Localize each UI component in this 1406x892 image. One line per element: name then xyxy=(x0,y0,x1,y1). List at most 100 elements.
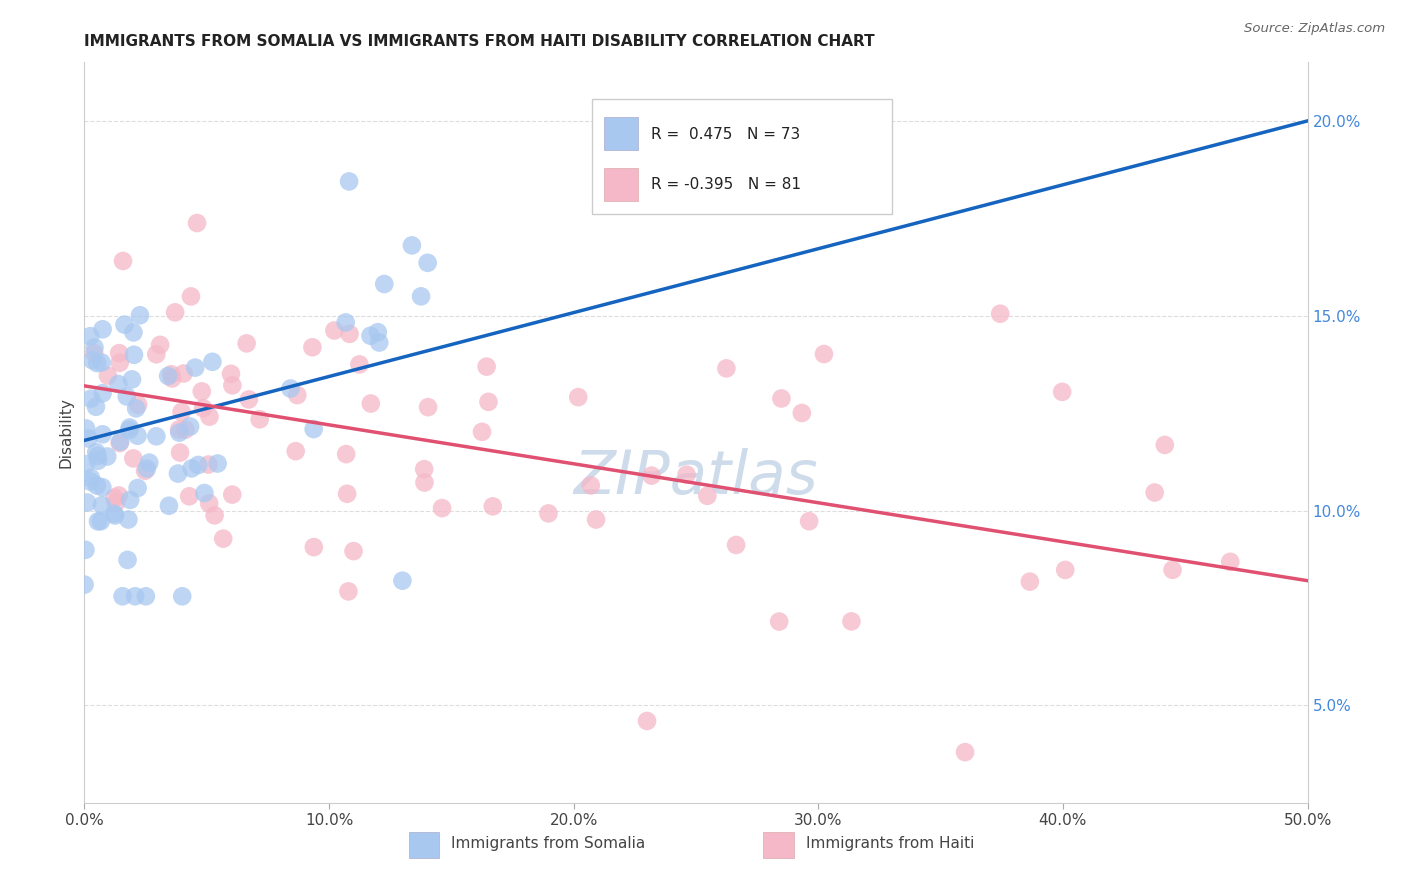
Point xyxy=(117,553,139,567)
Point xyxy=(86,356,108,370)
Text: Immigrants from Haiti: Immigrants from Haiti xyxy=(806,836,974,851)
Point xyxy=(191,401,214,416)
Point xyxy=(180,461,202,475)
FancyBboxPatch shape xyxy=(592,99,891,214)
Point xyxy=(108,436,131,450)
Point xyxy=(201,355,224,369)
Point xyxy=(84,400,107,414)
Point xyxy=(640,468,662,483)
Text: R = -0.395   N = 81: R = -0.395 N = 81 xyxy=(651,178,800,192)
Point xyxy=(219,367,242,381)
Point xyxy=(416,256,439,270)
Point xyxy=(368,335,391,350)
Point xyxy=(87,454,110,468)
Point xyxy=(165,305,187,319)
Point xyxy=(145,347,167,361)
Point xyxy=(86,478,108,492)
Point xyxy=(157,368,180,383)
Point xyxy=(1054,563,1077,577)
Point xyxy=(83,340,105,354)
Point xyxy=(79,475,101,489)
Point xyxy=(91,480,114,494)
Point xyxy=(409,289,432,303)
Point xyxy=(91,498,114,512)
Point xyxy=(360,396,382,410)
Point xyxy=(221,378,243,392)
Point xyxy=(221,487,243,501)
Point xyxy=(475,359,498,374)
Point xyxy=(91,322,114,336)
Point xyxy=(160,371,183,385)
Point xyxy=(172,589,194,603)
Point xyxy=(118,423,141,437)
Point xyxy=(953,745,976,759)
Text: Immigrants from Somalia: Immigrants from Somalia xyxy=(451,836,645,851)
Point xyxy=(797,514,820,528)
Point xyxy=(129,308,152,322)
Point xyxy=(284,444,307,458)
Point xyxy=(430,501,453,516)
Point xyxy=(373,277,395,291)
Point xyxy=(117,512,139,526)
Point xyxy=(1219,555,1241,569)
Point xyxy=(169,445,191,459)
Point xyxy=(413,475,436,490)
Point xyxy=(108,346,131,360)
Point xyxy=(184,360,207,375)
Point xyxy=(124,589,146,603)
Point xyxy=(108,356,131,370)
Point xyxy=(103,507,125,521)
Point xyxy=(1050,384,1073,399)
Point xyxy=(111,589,134,603)
FancyBboxPatch shape xyxy=(763,831,794,858)
Point xyxy=(127,481,149,495)
Point xyxy=(135,461,157,475)
Point xyxy=(636,714,658,728)
Point xyxy=(1153,438,1175,452)
Point xyxy=(174,423,197,437)
Point xyxy=(360,328,382,343)
Point xyxy=(170,405,193,419)
Point xyxy=(122,451,145,466)
Point xyxy=(84,445,107,459)
Point xyxy=(335,447,357,461)
Point xyxy=(104,496,127,510)
Point xyxy=(337,584,360,599)
Point xyxy=(337,174,360,188)
Point xyxy=(167,422,190,436)
Text: ZIPatlas: ZIPatlas xyxy=(574,448,818,507)
Y-axis label: Disability: Disability xyxy=(58,397,73,468)
Point xyxy=(675,467,697,482)
Point xyxy=(91,427,114,442)
Point xyxy=(134,464,156,478)
Point xyxy=(302,540,325,554)
Point xyxy=(725,538,748,552)
Point xyxy=(80,471,103,485)
Point xyxy=(238,392,260,407)
Point xyxy=(391,574,413,588)
Point xyxy=(579,478,602,492)
Text: IMMIGRANTS FROM SOMALIA VS IMMIGRANTS FROM HAITI DISABILITY CORRELATION CHART: IMMIGRANTS FROM SOMALIA VS IMMIGRANTS FR… xyxy=(84,34,875,49)
Point xyxy=(138,456,160,470)
FancyBboxPatch shape xyxy=(409,831,439,858)
Point xyxy=(585,512,607,526)
Point xyxy=(125,401,148,416)
Point xyxy=(339,326,361,341)
Point xyxy=(349,358,371,372)
Point xyxy=(813,347,835,361)
Point xyxy=(96,450,118,464)
Point xyxy=(302,422,325,436)
Point xyxy=(191,384,214,399)
Point xyxy=(77,432,100,446)
Point xyxy=(91,386,114,401)
Point xyxy=(198,409,221,424)
Point xyxy=(87,515,110,529)
FancyBboxPatch shape xyxy=(605,117,638,151)
Point xyxy=(1161,563,1184,577)
Point xyxy=(75,457,97,471)
Point xyxy=(481,500,503,514)
Point xyxy=(235,336,257,351)
Point xyxy=(988,307,1011,321)
Point xyxy=(187,458,209,472)
Point xyxy=(107,377,129,392)
